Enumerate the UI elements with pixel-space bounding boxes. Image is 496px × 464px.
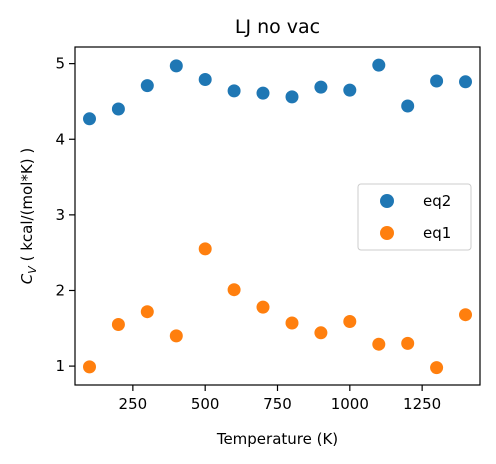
data-point-eq1-800 — [285, 316, 299, 330]
data-point-eq1-100 — [83, 360, 96, 374]
data-point-eq2-1100 — [372, 58, 386, 72]
data-point-eq2-200 — [111, 102, 125, 116]
legend-frame — [357, 183, 472, 251]
data-point-eq1-400 — [169, 329, 183, 343]
data-point-eq1-900 — [314, 326, 328, 340]
legend-label-eq1: eq1 — [423, 224, 451, 242]
x-tick-label: 1250 — [403, 395, 441, 413]
data-point-eq2-400 — [169, 59, 183, 73]
data-point-eq1-1400 — [459, 308, 472, 322]
data-point-eq1-200 — [111, 318, 125, 331]
x-tick-label: 1000 — [331, 395, 369, 413]
x-axis-ticks: 250 500 750 1000 1250 — [119, 385, 441, 413]
data-points — [83, 58, 472, 375]
y-tick-label: 1 — [55, 357, 65, 375]
y-tick-label: 3 — [55, 206, 65, 224]
y-axis-label-variable: C — [18, 273, 36, 284]
y-tick-label: 2 — [55, 281, 65, 299]
y-axis-ticks: 1 2 3 4 5 — [55, 55, 75, 375]
legend-marker-eq2 — [380, 194, 394, 208]
x-tick-label: 500 — [191, 395, 220, 413]
legend-label-eq2: eq2 — [423, 192, 451, 210]
data-point-eq2-800 — [285, 90, 299, 104]
data-point-eq2-900 — [314, 80, 328, 94]
data-point-eq2-500 — [198, 73, 212, 86]
data-point-eq2-700 — [256, 86, 270, 100]
data-point-eq2-1400 — [459, 75, 472, 89]
data-point-eq1-1300 — [430, 361, 444, 375]
y-axis-label-text: ( kcal/(mol*K) ) — [18, 148, 36, 266]
data-point-eq1-500 — [198, 242, 212, 256]
data-point-eq1-600 — [227, 283, 241, 297]
legend-marker-eq1 — [380, 226, 394, 240]
data-point-eq2-1300 — [430, 74, 444, 88]
data-point-eq1-1000 — [343, 315, 357, 328]
data-point-eq1-300 — [140, 305, 154, 319]
y-tick-label: 5 — [55, 55, 65, 73]
data-point-eq1-1100 — [372, 337, 386, 351]
data-point-eq1-700 — [256, 300, 270, 314]
y-axis-label-subscript: V — [26, 265, 39, 274]
data-point-eq2-300 — [140, 79, 154, 93]
y-axis-label: CV ( kcal/(mol*K) ) — [18, 148, 39, 284]
x-tick-label: 750 — [263, 395, 292, 413]
data-point-eq2-600 — [227, 84, 241, 98]
data-point-eq2-1000 — [343, 83, 357, 97]
data-point-eq2-1200 — [401, 99, 415, 113]
data-point-eq1-1200 — [401, 336, 415, 350]
x-tick-label: 250 — [119, 395, 148, 413]
y-tick-label: 4 — [55, 130, 65, 148]
data-point-eq2-100 — [83, 112, 96, 126]
x-axis-label: Temperature (K) — [216, 430, 338, 448]
chart-title: LJ no vac — [235, 16, 320, 38]
legend: eq2 eq1 — [357, 183, 472, 251]
